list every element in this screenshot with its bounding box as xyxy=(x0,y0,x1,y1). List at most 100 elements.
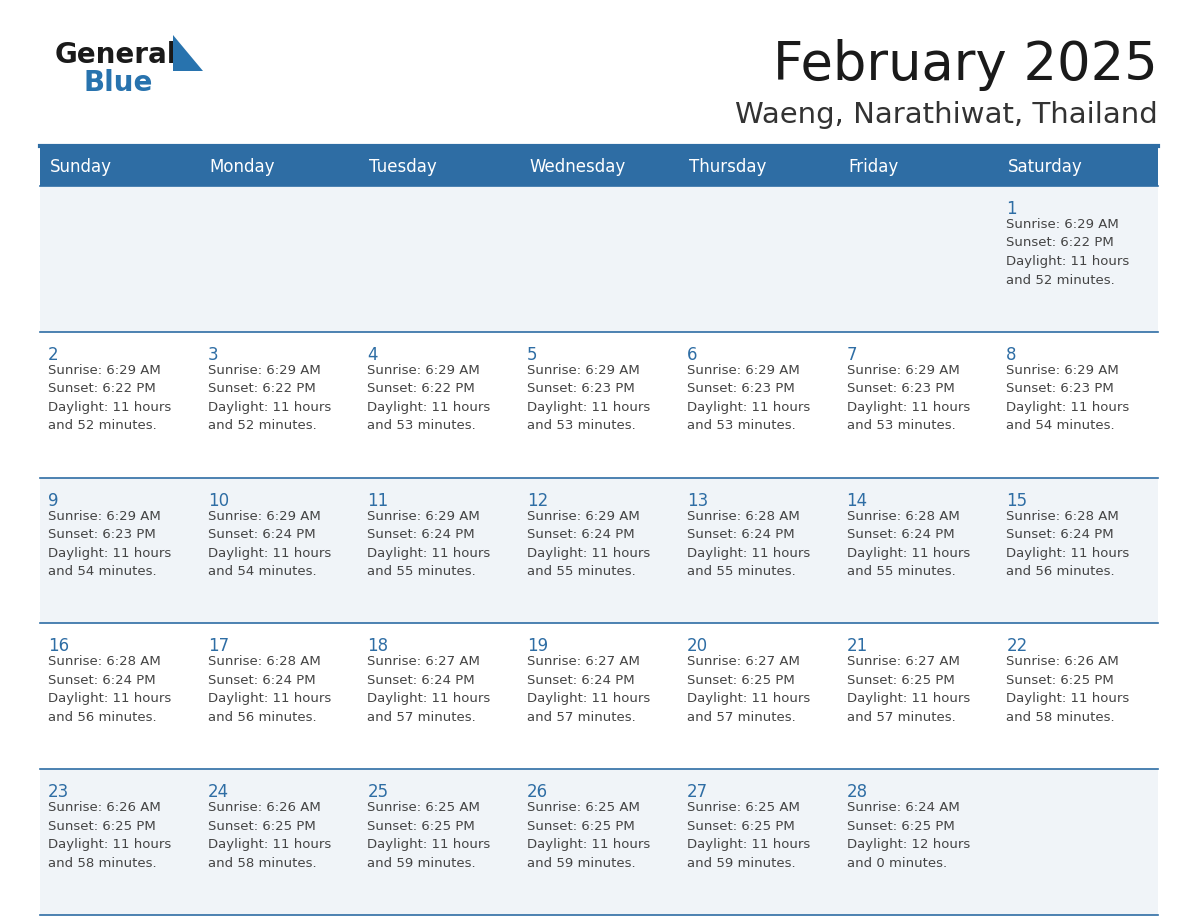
Text: 23: 23 xyxy=(48,783,69,801)
Text: 6: 6 xyxy=(687,346,697,364)
Text: and 53 minutes.: and 53 minutes. xyxy=(367,420,476,432)
Text: Daylight: 11 hours: Daylight: 11 hours xyxy=(367,692,491,705)
Text: Sunrise: 6:25 AM: Sunrise: 6:25 AM xyxy=(527,801,640,814)
Text: and 56 minutes.: and 56 minutes. xyxy=(208,711,316,724)
Text: and 55 minutes.: and 55 minutes. xyxy=(847,565,955,578)
Text: Sunset: 6:25 PM: Sunset: 6:25 PM xyxy=(48,820,156,833)
Text: Sunrise: 6:26 AM: Sunrise: 6:26 AM xyxy=(1006,655,1119,668)
Text: Sunrise: 6:27 AM: Sunrise: 6:27 AM xyxy=(367,655,480,668)
Text: 11: 11 xyxy=(367,492,388,509)
Text: Sunset: 6:24 PM: Sunset: 6:24 PM xyxy=(1006,528,1114,541)
Text: and 57 minutes.: and 57 minutes. xyxy=(847,711,955,724)
Text: Daylight: 11 hours: Daylight: 11 hours xyxy=(208,401,331,414)
Text: and 53 minutes.: and 53 minutes. xyxy=(687,420,796,432)
Text: 3: 3 xyxy=(208,346,219,364)
Text: Daylight: 11 hours: Daylight: 11 hours xyxy=(847,546,969,560)
Text: Sunset: 6:25 PM: Sunset: 6:25 PM xyxy=(367,820,475,833)
Bar xyxy=(998,148,1158,186)
Text: Sunday: Sunday xyxy=(50,158,112,176)
Text: 1: 1 xyxy=(1006,200,1017,218)
Text: Daylight: 11 hours: Daylight: 11 hours xyxy=(687,838,810,851)
Text: Blue: Blue xyxy=(83,69,152,97)
Text: Sunrise: 6:29 AM: Sunrise: 6:29 AM xyxy=(687,364,800,376)
Bar xyxy=(200,148,360,186)
Text: Daylight: 11 hours: Daylight: 11 hours xyxy=(687,692,810,705)
Text: and 55 minutes.: and 55 minutes. xyxy=(527,565,636,578)
Text: Saturday: Saturday xyxy=(1009,158,1083,176)
Bar xyxy=(678,148,839,186)
Text: Daylight: 11 hours: Daylight: 11 hours xyxy=(1006,692,1130,705)
Text: Sunrise: 6:27 AM: Sunrise: 6:27 AM xyxy=(687,655,800,668)
Text: Sunset: 6:25 PM: Sunset: 6:25 PM xyxy=(687,820,795,833)
Text: Sunrise: 6:28 AM: Sunrise: 6:28 AM xyxy=(687,509,800,522)
Text: Daylight: 11 hours: Daylight: 11 hours xyxy=(527,692,650,705)
Text: 13: 13 xyxy=(687,492,708,509)
Text: Daylight: 11 hours: Daylight: 11 hours xyxy=(687,401,810,414)
Text: and 54 minutes.: and 54 minutes. xyxy=(208,565,316,578)
Text: and 55 minutes.: and 55 minutes. xyxy=(687,565,796,578)
Text: Sunset: 6:25 PM: Sunset: 6:25 PM xyxy=(687,674,795,687)
Text: and 58 minutes.: and 58 minutes. xyxy=(1006,711,1114,724)
Text: Sunset: 6:24 PM: Sunset: 6:24 PM xyxy=(527,528,634,541)
Text: Sunrise: 6:29 AM: Sunrise: 6:29 AM xyxy=(1006,364,1119,376)
Text: Sunrise: 6:29 AM: Sunrise: 6:29 AM xyxy=(847,364,960,376)
Text: Daylight: 11 hours: Daylight: 11 hours xyxy=(847,692,969,705)
Text: Sunset: 6:24 PM: Sunset: 6:24 PM xyxy=(208,674,315,687)
Text: 18: 18 xyxy=(367,637,388,655)
Text: Monday: Monday xyxy=(210,158,276,176)
Text: 17: 17 xyxy=(208,637,229,655)
Text: 2: 2 xyxy=(48,346,58,364)
Text: 12: 12 xyxy=(527,492,549,509)
Text: Sunrise: 6:28 AM: Sunrise: 6:28 AM xyxy=(847,509,960,522)
Text: 10: 10 xyxy=(208,492,229,509)
Text: Sunset: 6:25 PM: Sunset: 6:25 PM xyxy=(1006,674,1114,687)
Text: Sunrise: 6:27 AM: Sunrise: 6:27 AM xyxy=(847,655,960,668)
Text: Sunset: 6:25 PM: Sunset: 6:25 PM xyxy=(527,820,634,833)
Text: and 56 minutes.: and 56 minutes. xyxy=(48,711,157,724)
Text: Sunset: 6:24 PM: Sunset: 6:24 PM xyxy=(847,528,954,541)
Text: 7: 7 xyxy=(847,346,857,364)
Text: 15: 15 xyxy=(1006,492,1028,509)
Text: and 58 minutes.: and 58 minutes. xyxy=(48,856,157,869)
Text: Thursday: Thursday xyxy=(689,158,766,176)
Text: Daylight: 11 hours: Daylight: 11 hours xyxy=(847,401,969,414)
Text: Sunset: 6:22 PM: Sunset: 6:22 PM xyxy=(367,382,475,396)
Text: and 54 minutes.: and 54 minutes. xyxy=(1006,420,1114,432)
Text: Tuesday: Tuesday xyxy=(369,158,437,176)
Text: and 56 minutes.: and 56 minutes. xyxy=(1006,565,1114,578)
Text: 22: 22 xyxy=(1006,637,1028,655)
Text: Waeng, Narathiwat, Thailand: Waeng, Narathiwat, Thailand xyxy=(735,101,1158,129)
Text: Sunset: 6:25 PM: Sunset: 6:25 PM xyxy=(847,820,954,833)
Text: Daylight: 11 hours: Daylight: 11 hours xyxy=(527,838,650,851)
Text: and 53 minutes.: and 53 minutes. xyxy=(847,420,955,432)
Bar xyxy=(360,148,519,186)
Text: Sunrise: 6:27 AM: Sunrise: 6:27 AM xyxy=(527,655,640,668)
Text: Sunrise: 6:29 AM: Sunrise: 6:29 AM xyxy=(48,509,160,522)
Text: and 52 minutes.: and 52 minutes. xyxy=(208,420,316,432)
Text: Sunset: 6:24 PM: Sunset: 6:24 PM xyxy=(367,674,475,687)
Text: Daylight: 11 hours: Daylight: 11 hours xyxy=(687,546,810,560)
Text: Sunrise: 6:26 AM: Sunrise: 6:26 AM xyxy=(208,801,321,814)
Text: 27: 27 xyxy=(687,783,708,801)
Text: Sunset: 6:25 PM: Sunset: 6:25 PM xyxy=(208,820,316,833)
Text: Daylight: 11 hours: Daylight: 11 hours xyxy=(527,401,650,414)
Text: Sunrise: 6:28 AM: Sunrise: 6:28 AM xyxy=(208,655,321,668)
Bar xyxy=(40,186,1158,331)
Text: Sunrise: 6:29 AM: Sunrise: 6:29 AM xyxy=(208,364,321,376)
Text: Sunrise: 6:29 AM: Sunrise: 6:29 AM xyxy=(208,509,321,522)
Text: 16: 16 xyxy=(48,637,69,655)
Text: 5: 5 xyxy=(527,346,538,364)
Text: Sunset: 6:24 PM: Sunset: 6:24 PM xyxy=(527,674,634,687)
Text: General: General xyxy=(55,41,177,69)
Text: Daylight: 11 hours: Daylight: 11 hours xyxy=(48,838,171,851)
Text: 20: 20 xyxy=(687,637,708,655)
Text: 8: 8 xyxy=(1006,346,1017,364)
Text: Sunrise: 6:29 AM: Sunrise: 6:29 AM xyxy=(1006,218,1119,231)
Text: February 2025: February 2025 xyxy=(773,39,1158,91)
Text: Sunset: 6:24 PM: Sunset: 6:24 PM xyxy=(48,674,156,687)
Text: Sunset: 6:23 PM: Sunset: 6:23 PM xyxy=(847,382,954,396)
Text: Sunset: 6:25 PM: Sunset: 6:25 PM xyxy=(847,674,954,687)
Bar xyxy=(40,148,200,186)
Text: Daylight: 11 hours: Daylight: 11 hours xyxy=(367,546,491,560)
Text: Daylight: 11 hours: Daylight: 11 hours xyxy=(48,692,171,705)
